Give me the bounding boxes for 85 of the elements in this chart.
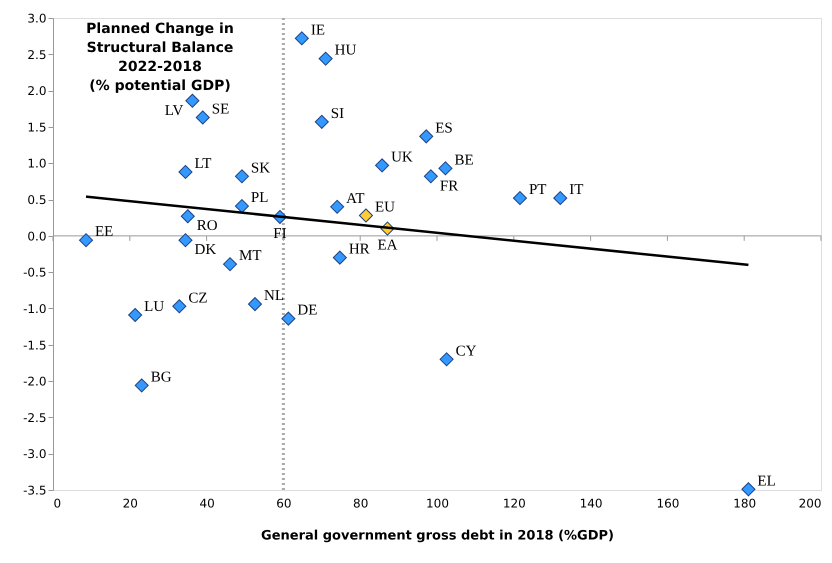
annotation: CZ <box>188 290 208 306</box>
point <box>438 161 452 176</box>
x-tick-label: 180 <box>733 496 756 510</box>
point <box>440 352 454 366</box>
annotation: FR <box>440 178 458 194</box>
point <box>172 299 186 314</box>
point <box>375 158 390 172</box>
y-tick-label: 3.0 <box>27 12 46 26</box>
y-tick-label: -1.0 <box>23 302 46 316</box>
annotation: EE <box>95 224 114 240</box>
annotation: SE <box>212 101 230 118</box>
annotation: BE <box>454 152 474 168</box>
annotation: LU <box>144 298 164 315</box>
annotation: HU <box>334 42 356 59</box>
point <box>294 31 309 46</box>
x-tick-label: 100 <box>426 496 449 510</box>
point <box>128 308 142 322</box>
annotation: BG <box>150 369 172 386</box>
y-tick-label: -1.5 <box>23 338 46 352</box>
point <box>196 110 210 124</box>
point <box>248 297 262 312</box>
x-tick-label: 140 <box>580 496 603 510</box>
point <box>553 191 568 206</box>
x-tick-label: 200 <box>798 496 822 510</box>
point <box>234 199 249 214</box>
annotation: FI <box>273 226 287 242</box>
annotation: SI <box>330 106 344 122</box>
point <box>178 164 192 179</box>
y-tick-label: -3.5 <box>23 484 46 498</box>
x-tick-label: 60 <box>276 496 292 510</box>
y-tick-label: 2.5 <box>27 48 46 62</box>
y-tick-label: -2.0 <box>23 374 46 389</box>
annotation: NL <box>264 288 284 304</box>
point <box>741 482 756 496</box>
annotation: HR <box>348 242 370 258</box>
annotation: AT <box>346 190 365 207</box>
annotation: PT <box>528 182 546 198</box>
x-tick-label: 120 <box>502 496 526 510</box>
y-tick-label: 1.5 <box>27 120 46 134</box>
annotation: DK <box>194 242 216 258</box>
annotation: MT <box>239 248 262 264</box>
point <box>234 169 249 184</box>
point <box>330 200 344 214</box>
x-axis-title: General government gross debt in 2018 (%GDP) <box>261 528 614 544</box>
y-tick-label: -2.5 <box>23 410 46 425</box>
point <box>318 52 333 66</box>
y-tick-label: 0.0 <box>27 229 46 244</box>
point <box>185 94 200 108</box>
annotation: LV <box>164 102 184 119</box>
annotation: IE <box>310 22 326 38</box>
annotation: SK <box>250 160 270 176</box>
point <box>223 257 238 272</box>
point <box>178 233 192 248</box>
y-tick-label: 1.0 <box>27 156 46 171</box>
point <box>281 312 296 326</box>
y-tick-label: -0.5 <box>23 266 46 280</box>
text: Planned Change in Structural Balance 2022-2018 (% potential GDP) <box>86 21 234 94</box>
point <box>512 191 527 206</box>
annotation: UK <box>391 149 413 166</box>
annotation: EU <box>374 200 396 216</box>
x-tick-label: 0 <box>54 496 62 510</box>
point <box>314 114 329 129</box>
annotation: RO <box>196 218 218 234</box>
annotation: IT <box>569 182 584 198</box>
point <box>332 250 347 265</box>
annotation: PL <box>250 190 268 206</box>
point <box>358 208 373 223</box>
x-tick-label: 40 <box>199 496 215 510</box>
annotation: EL <box>757 473 776 490</box>
point <box>419 129 434 144</box>
y-tick-label: 0.5 <box>27 193 46 208</box>
point <box>134 378 149 392</box>
annotation: ES <box>435 120 453 136</box>
y-tick-label: 2.0 <box>27 84 46 98</box>
point <box>180 209 195 224</box>
x-tick-label: 20 <box>122 496 138 510</box>
annotation: CY <box>456 343 477 360</box>
y-tick-label: -3.0 <box>23 447 46 462</box>
annotation: EA <box>377 238 398 254</box>
x-tick-label: 80 <box>353 496 368 510</box>
x-tick-label: 160 <box>656 496 680 510</box>
annotation: DE <box>297 302 318 319</box>
point <box>424 169 438 184</box>
annotation: LT <box>194 156 212 172</box>
point <box>79 233 94 248</box>
